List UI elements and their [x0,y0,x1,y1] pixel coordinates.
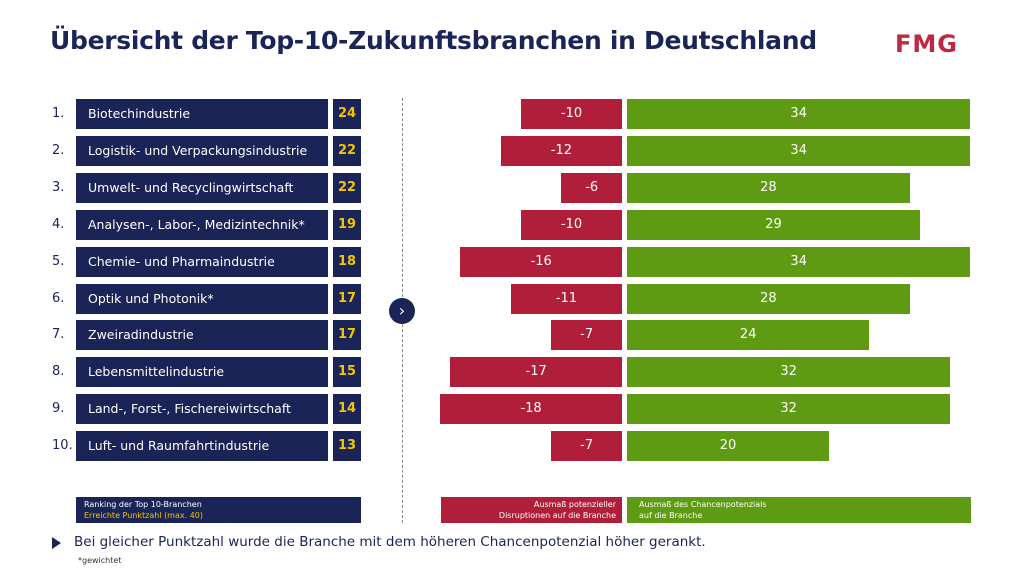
chance-bar: 34 [627,99,971,129]
rank-number: 3. [52,179,65,195]
industry-score: 17 [333,283,361,314]
industry-score: 22 [333,172,361,203]
legend-score-label: Erreichte Punktzahl (max. 40) [84,511,203,520]
page-title: Übersicht der Top-10-Zukunftsbranchen in… [50,26,817,55]
chevron-right-icon[interactable]: › [389,298,415,324]
industry-score: 18 [333,246,361,277]
legend-disruption: Ausmaß potenzieller Disruptionen auf die… [441,497,622,523]
disruption-bar: -7 [551,431,622,462]
triangle-bullet-icon [52,537,61,549]
legend-ranking: Ranking der Top 10-Branchen Erreichte Pu… [76,497,361,523]
chance-bar: 28 [627,172,910,203]
industry-score: 24 [333,99,361,129]
industry-name: Luft- und Raumfahrtindustrie [76,431,328,462]
rank-number: 7. [52,327,65,343]
disruption-bar: -18 [440,394,622,425]
chance-bar: 20 [627,431,829,462]
industry-name: Land-, Forst-, Fischereiwirtschaft [76,394,328,425]
chance-bar: 28 [627,283,910,314]
industry-score: 15 [333,357,361,388]
rank-number: 6. [52,290,65,306]
fmg-logo: FMG [895,30,958,58]
legend-disruption-line1: Ausmaß potenzieller [533,500,616,509]
industry-name: Zweiradindustrie [76,320,328,351]
disruption-bar: -10 [521,99,622,129]
chance-bar: 32 [627,394,951,425]
industry-name: Chemie- und Pharmaindustrie [76,246,328,277]
industry-name: Analysen-, Labor-, Medizintechnik* [76,209,328,240]
footer-text: Bei gleicher Punktzahl wurde die Branche… [74,534,706,550]
chance-bar: 29 [627,209,920,240]
legend-chance: Ausmaß des Chancenpotenzials auf die Bra… [627,497,971,523]
industry-name: Optik und Photonik* [76,283,328,314]
industry-name: Umwelt- und Recyclingwirtschaft [76,172,328,203]
disruption-bar: -11 [510,283,622,314]
rank-number: 10. [52,438,73,454]
industry-score: 17 [333,320,361,351]
disruption-bar: -17 [450,357,622,388]
rank-number: 9. [52,401,65,417]
disruption-bar: -16 [460,246,622,277]
legend-disruption-line2: Disruptionen auf die Branche [498,511,616,520]
disruption-bar: -12 [500,135,622,166]
legend-chance-line2: auf die Branche [639,511,703,520]
footnote: *gewichtet [78,556,122,565]
industry-score: 14 [333,394,361,425]
disruption-bar: -6 [561,172,622,203]
disruption-bar: -10 [521,209,622,240]
industry-score: 22 [333,135,361,166]
rank-number: 1. [52,106,65,121]
legend-ranking-label: Ranking der Top 10-Branchen [84,500,202,509]
rank-number: 8. [52,364,65,380]
industry-name: Logistik- und Verpackungsindustrie [76,135,328,166]
chance-bar: 34 [627,135,971,166]
chance-bar: 32 [627,357,951,388]
industry-name: Lebensmittelindustrie [76,357,328,388]
chance-bar: 34 [627,246,971,277]
industry-name: Biotechindustrie [76,99,328,129]
rank-number: 4. [52,216,65,232]
industry-score: 13 [333,431,361,462]
industry-score: 19 [333,209,361,240]
chance-bar: 24 [627,320,870,351]
legend-chance-line1: Ausmaß des Chancenpotenzials [639,500,767,509]
rank-number: 5. [52,253,65,269]
disruption-bar: -7 [551,320,622,351]
rank-number: 2. [52,142,65,158]
